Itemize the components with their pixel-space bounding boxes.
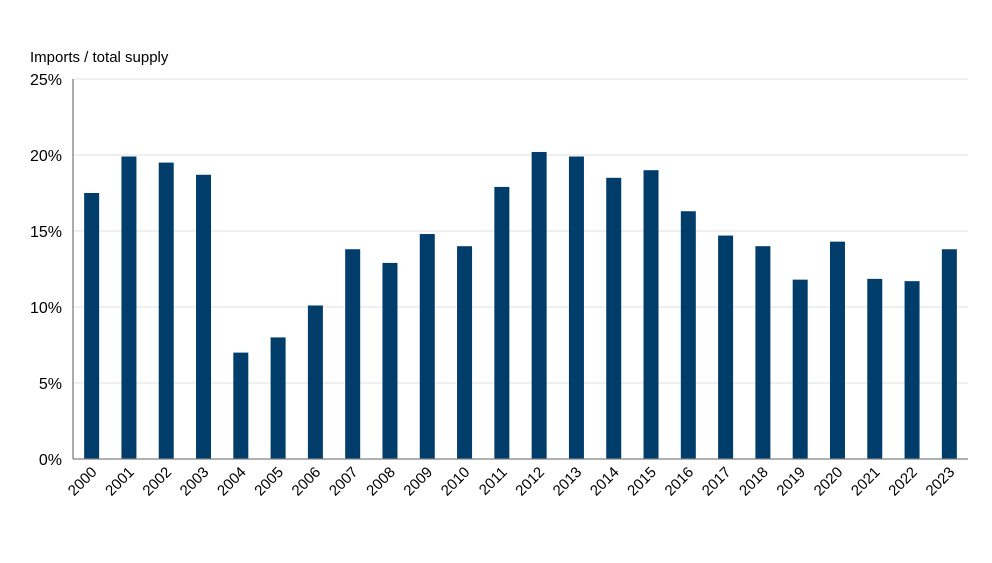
bar-2020 [829, 241, 845, 459]
x-tick-label: 2015 [624, 464, 660, 500]
bar-2002 [158, 162, 174, 459]
y-tick-label: 15% [30, 224, 62, 241]
bar-2013 [568, 156, 584, 459]
x-tick-label: 2000 [65, 464, 101, 500]
x-tick-label: 2008 [363, 464, 399, 500]
bar-2005 [270, 337, 286, 459]
bar-2019 [792, 279, 808, 459]
bar-2014 [606, 177, 622, 460]
y-tick-label: 25% [30, 72, 62, 89]
y-tick-labels: 0% 5% 10% 15% 20% 25% [30, 72, 62, 469]
x-tick-label: 2006 [289, 464, 325, 500]
bar-2018 [755, 246, 771, 459]
y-tick-label: 10% [30, 300, 62, 317]
x-tick-label: 2012 [512, 464, 548, 500]
bar-2016 [680, 211, 696, 459]
bars [84, 151, 957, 460]
x-tick-label: 2003 [177, 464, 213, 500]
x-tick-label: 2004 [214, 464, 250, 500]
y-tick-label: 0% [39, 452, 62, 469]
y-tick-label: 20% [30, 148, 62, 165]
x-tick-label: 2021 [848, 464, 884, 500]
y-axis-label: Imports / total supply [30, 49, 169, 66]
x-tick-label: 2013 [550, 464, 586, 500]
x-tick-label: 2011 [476, 464, 511, 499]
bar-2021 [867, 278, 883, 459]
bar-2001 [121, 156, 137, 459]
bar-2004 [233, 352, 249, 459]
bar-2010 [457, 246, 473, 459]
x-tick-label: 2016 [662, 464, 698, 500]
y-tick-label: 5% [39, 376, 62, 393]
x-tick-label: 2002 [139, 464, 175, 500]
x-tick-label: 2019 [773, 464, 809, 500]
x-tick-label: 2007 [326, 464, 362, 500]
gridlines [73, 78, 968, 384]
bar-2000 [84, 193, 100, 459]
bar-2008 [382, 262, 398, 459]
x-tick-label: 2014 [587, 464, 623, 500]
bar-2015 [643, 170, 659, 459]
x-tick-label: 2018 [736, 464, 772, 500]
x-tick-label: 2001 [102, 464, 138, 500]
bar-2006 [307, 305, 323, 459]
bar-2011 [494, 186, 510, 460]
bar-2012 [531, 151, 547, 459]
x-tick-label: 2005 [251, 464, 287, 500]
bar-2003 [196, 174, 212, 459]
bar-2009 [419, 234, 435, 459]
bar-2007 [345, 249, 361, 459]
bar-2022 [904, 281, 920, 459]
x-tick-labels: 2000 2001 2002 2003 2004 2005 2006 2007 2008 2009… [65, 464, 958, 500]
bar-2017 [718, 235, 734, 459]
bar-2023 [941, 249, 957, 459]
x-tick-label: 2009 [400, 464, 436, 500]
x-tick-label: 2020 [811, 464, 847, 500]
x-tick-label: 2010 [438, 464, 474, 500]
x-tick-label: 2022 [885, 464, 921, 500]
x-tick-label: 2017 [699, 464, 735, 500]
x-tick-label: 2023 [923, 464, 959, 500]
